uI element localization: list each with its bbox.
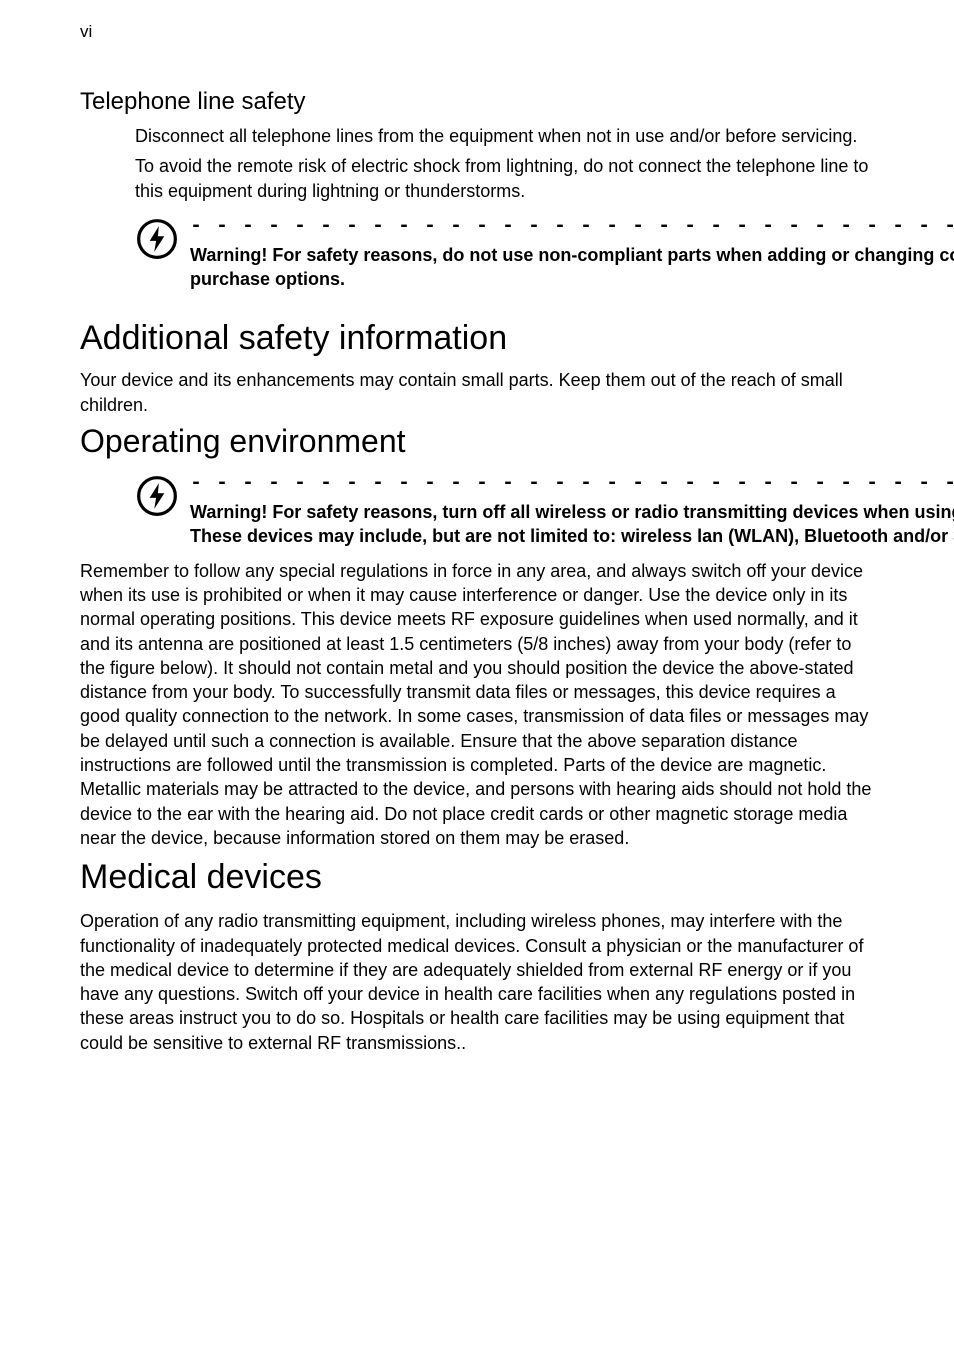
additional-heading: Additional safety information bbox=[80, 319, 874, 358]
page-number: vi bbox=[80, 22, 92, 42]
warning-1-text: Warning! For safety reasons, do not use … bbox=[190, 243, 954, 292]
warning-block-2: - - - - - - - - - - - - - - - - - - - - … bbox=[135, 474, 874, 549]
telephone-heading: Telephone line safety bbox=[80, 88, 874, 116]
medical-heading: Medical devices bbox=[80, 858, 874, 897]
operating-body-p1: Remember to follow any special regulatio… bbox=[80, 559, 874, 851]
warning-bolt-icon bbox=[135, 474, 185, 518]
operating-heading: Operating environment bbox=[80, 423, 874, 460]
warning-2-text: Warning! For safety reasons, turn off al… bbox=[190, 500, 954, 549]
telephone-p2: To avoid the remote risk of electric sho… bbox=[135, 154, 874, 203]
telephone-p1: Disconnect all telephone lines from the … bbox=[135, 124, 874, 148]
dash-separator: - - - - - - - - - - - - - - - - - - - - … bbox=[190, 474, 954, 494]
warning-block-1: - - - - - - - - - - - - - - - - - - - - … bbox=[135, 217, 874, 292]
warning-bolt-icon bbox=[135, 217, 185, 261]
additional-p1: Your device and its enhancements may con… bbox=[80, 368, 874, 417]
dash-separator: - - - - - - - - - - - - - - - - - - - - … bbox=[190, 217, 954, 237]
page-container: vi Telephone line safety Disconnect all … bbox=[0, 0, 954, 1369]
medical-p1: Operation of any radio transmitting equi… bbox=[80, 909, 874, 1055]
